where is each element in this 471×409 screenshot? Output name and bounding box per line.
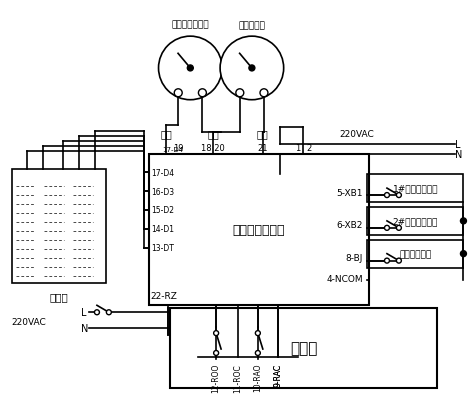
Circle shape xyxy=(95,310,99,315)
Circle shape xyxy=(106,310,111,315)
Text: 上限: 上限 xyxy=(207,129,219,139)
Bar xyxy=(148,155,369,306)
Text: 21: 21 xyxy=(258,144,268,153)
Circle shape xyxy=(174,90,182,97)
Circle shape xyxy=(159,37,222,101)
Circle shape xyxy=(397,258,401,263)
Circle shape xyxy=(198,90,206,97)
Text: 自动启停炉压力: 自动启停炉压力 xyxy=(171,20,209,29)
Bar xyxy=(367,175,463,202)
Bar xyxy=(367,207,463,235)
Text: 12-ROO: 12-ROO xyxy=(211,363,220,392)
Circle shape xyxy=(214,351,219,355)
Text: 14-D1: 14-D1 xyxy=(152,225,175,234)
Circle shape xyxy=(461,251,466,257)
Text: N: N xyxy=(81,324,89,333)
Text: 19: 19 xyxy=(173,144,184,153)
Text: L: L xyxy=(81,308,87,317)
Text: 下限: 下限 xyxy=(161,129,172,139)
Text: 蒸汽锅炉控制器: 蒸汽锅炉控制器 xyxy=(233,224,285,237)
Text: 4-NCOM: 4-NCOM xyxy=(326,274,363,283)
Circle shape xyxy=(397,193,401,198)
Circle shape xyxy=(220,37,284,101)
Text: 22-RZ: 22-RZ xyxy=(151,292,178,301)
Text: 5-XB1: 5-XB1 xyxy=(337,188,363,197)
Text: 220VAC: 220VAC xyxy=(11,317,46,326)
Circle shape xyxy=(249,66,255,72)
Circle shape xyxy=(255,331,260,336)
Text: 17-D4: 17-D4 xyxy=(152,169,175,177)
Text: 220VAC: 220VAC xyxy=(339,130,374,139)
Text: 9-RAC: 9-RAC xyxy=(273,363,282,386)
Text: 超限压力表: 超限压力表 xyxy=(238,21,265,30)
Text: L: L xyxy=(455,140,461,150)
Circle shape xyxy=(384,193,390,198)
Bar xyxy=(171,308,437,388)
Text: 13-DT: 13-DT xyxy=(152,244,174,253)
Text: 10-RAO: 10-RAO xyxy=(253,363,262,391)
Text: N: N xyxy=(455,150,463,160)
Bar xyxy=(367,240,463,268)
Circle shape xyxy=(187,66,193,72)
Circle shape xyxy=(214,331,219,336)
Circle shape xyxy=(461,218,466,224)
Text: 燃烧机: 燃烧机 xyxy=(290,341,317,356)
Text: 外部报警设备: 外部报警设备 xyxy=(399,249,431,258)
Bar xyxy=(11,170,106,284)
Circle shape xyxy=(397,226,401,231)
Circle shape xyxy=(236,90,244,97)
Text: 1#泵交流接触器: 1#泵交流接触器 xyxy=(392,184,438,193)
Text: 2: 2 xyxy=(307,144,312,153)
Text: 18 20: 18 20 xyxy=(201,144,225,153)
Circle shape xyxy=(260,90,268,97)
Text: 6-XB2: 6-XB2 xyxy=(337,221,363,230)
Text: 16-D3: 16-D3 xyxy=(152,187,175,196)
Text: 1: 1 xyxy=(295,144,300,153)
Circle shape xyxy=(384,258,390,263)
Text: 17-D4: 17-D4 xyxy=(162,147,184,153)
Text: 2#泵交流接触器: 2#泵交流接触器 xyxy=(393,217,438,226)
Circle shape xyxy=(384,226,390,231)
Text: 15-D2: 15-D2 xyxy=(152,206,175,215)
Text: 9-RAC: 9-RAC xyxy=(273,363,282,386)
Text: 8-BJ: 8-BJ xyxy=(346,254,363,263)
Text: 电极简: 电极简 xyxy=(49,292,68,302)
Text: 超限: 超限 xyxy=(257,129,268,139)
Circle shape xyxy=(255,351,260,355)
Text: 11-ROC: 11-ROC xyxy=(234,363,243,392)
